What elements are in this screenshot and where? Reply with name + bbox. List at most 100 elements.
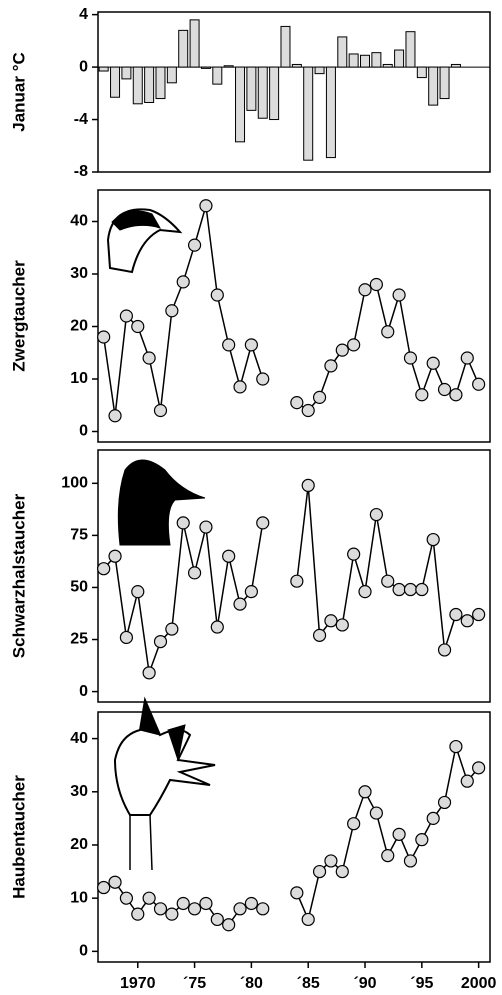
point — [153, 403, 168, 418]
point — [301, 478, 315, 493]
point — [324, 359, 338, 373]
point — [256, 902, 270, 916]
point — [97, 562, 111, 576]
point — [335, 864, 349, 879]
point — [347, 547, 361, 561]
point — [290, 574, 304, 588]
bar — [382, 63, 393, 68]
point — [358, 785, 372, 799]
point — [119, 891, 134, 905]
point — [153, 635, 168, 649]
point — [142, 891, 156, 905]
bar — [450, 63, 461, 68]
y-tick-label: -4 — [74, 111, 88, 128]
point — [176, 896, 190, 911]
point — [187, 902, 202, 916]
point — [108, 549, 122, 563]
point — [142, 351, 156, 365]
point — [290, 396, 304, 410]
point — [403, 582, 418, 597]
point — [301, 912, 315, 927]
point — [460, 351, 474, 365]
point — [176, 516, 190, 530]
point — [210, 620, 224, 634]
point — [437, 795, 452, 810]
x-tick-label: ´85 — [297, 975, 320, 992]
x-tick-label: ´80 — [240, 975, 263, 992]
point — [119, 309, 134, 323]
y-tick-label: 100 — [61, 475, 88, 492]
point — [472, 761, 486, 775]
point — [426, 811, 440, 825]
point — [381, 849, 395, 863]
point — [233, 380, 247, 394]
point — [97, 330, 111, 344]
x-tick-label: 1970 — [120, 975, 156, 992]
plot-frame — [97, 449, 491, 703]
point — [108, 409, 122, 423]
bar — [155, 66, 166, 100]
point — [97, 880, 111, 895]
point — [472, 377, 486, 391]
point — [449, 739, 463, 754]
y-axis-label: Zwergtaucher — [9, 260, 28, 372]
point — [335, 618, 349, 632]
bar — [394, 49, 405, 68]
point — [381, 574, 395, 588]
bar — [121, 66, 132, 80]
bar — [371, 52, 382, 68]
point — [222, 918, 236, 932]
y-tick-label: 20 — [70, 318, 88, 335]
bar — [348, 53, 359, 68]
bar — [132, 66, 143, 105]
bar — [235, 66, 246, 143]
point — [119, 630, 134, 645]
y-tick-label: 4 — [79, 6, 88, 23]
bird-icons — [106, 208, 216, 871]
point — [358, 283, 372, 297]
point — [392, 827, 406, 841]
point — [415, 388, 429, 402]
y-axis-label: Januar °C — [9, 52, 28, 132]
y-tick-label: 75 — [70, 527, 88, 544]
point — [187, 238, 202, 252]
point — [437, 643, 452, 657]
point — [426, 356, 440, 370]
y-axis-label: Schwarzhalstaucher — [9, 493, 28, 658]
y-tick-label: -8 — [74, 163, 88, 180]
bar — [189, 19, 200, 68]
point — [449, 388, 463, 402]
point — [256, 372, 270, 386]
bar — [337, 36, 348, 68]
bar — [428, 66, 439, 106]
point — [437, 382, 452, 397]
bar — [212, 66, 223, 85]
y-tick-label: 10 — [70, 370, 88, 387]
point — [131, 907, 145, 921]
bar — [246, 66, 257, 111]
bar — [439, 66, 450, 100]
point — [176, 275, 190, 289]
point — [312, 390, 327, 404]
point — [381, 325, 395, 339]
bar — [144, 66, 155, 103]
bar — [200, 66, 211, 69]
y-axis-label: Haubentaucher — [9, 775, 28, 899]
point — [210, 288, 224, 302]
point — [335, 343, 349, 357]
point — [392, 582, 406, 597]
y-tick-label: 50 — [70, 579, 88, 596]
point — [165, 304, 179, 318]
point — [131, 319, 145, 334]
point — [256, 516, 270, 530]
bar — [360, 54, 371, 68]
x-tick-label: ´90 — [353, 975, 376, 992]
x-tick-label: ´75 — [183, 975, 206, 992]
bar — [280, 25, 291, 68]
point — [460, 614, 474, 628]
y-tick-label: 30 — [70, 265, 88, 282]
y-tick-label: 0 — [79, 943, 88, 960]
point — [324, 614, 338, 628]
point — [290, 886, 304, 900]
